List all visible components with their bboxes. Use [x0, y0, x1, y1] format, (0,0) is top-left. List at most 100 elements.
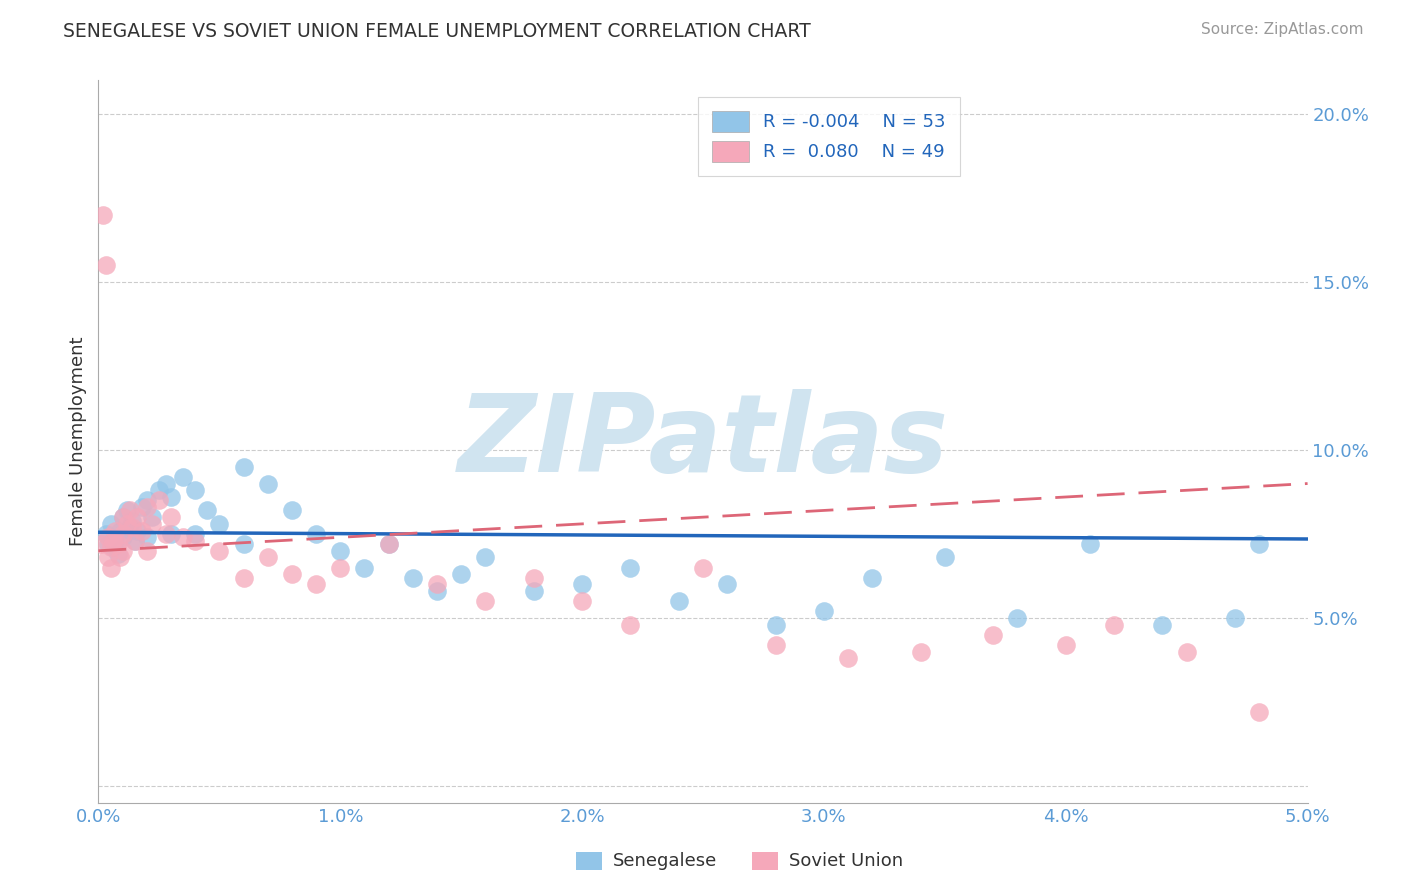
- Point: [160, 510, 183, 524]
- Point: [523, 571, 546, 585]
- Point: [135, 493, 157, 508]
- Point: [172, 530, 194, 544]
- Point: [377, 537, 399, 551]
- Point: [402, 571, 425, 585]
- Point: [97, 550, 120, 565]
- Point: [910, 644, 932, 658]
- Point: [124, 533, 146, 548]
- Point: [107, 537, 129, 551]
- Point: [765, 638, 787, 652]
- Point: [1078, 537, 1101, 551]
- Point: [232, 537, 254, 551]
- Point: [450, 567, 472, 582]
- Point: [1175, 644, 1198, 658]
- Point: [108, 524, 131, 538]
- Point: [97, 530, 120, 544]
- Point: [124, 533, 146, 548]
- Point: [619, 560, 641, 574]
- Point: [619, 617, 641, 632]
- Point: [172, 470, 194, 484]
- Text: Source: ZipAtlas.com: Source: ZipAtlas.com: [1201, 22, 1364, 37]
- Point: [813, 604, 835, 618]
- Point: [765, 617, 787, 632]
- Point: [127, 510, 149, 524]
- Point: [111, 510, 134, 524]
- Point: [571, 577, 593, 591]
- Point: [232, 571, 254, 585]
- Point: [184, 527, 207, 541]
- Point: [208, 543, 231, 558]
- Point: [329, 560, 352, 574]
- Point: [1054, 638, 1077, 652]
- Point: [1249, 537, 1271, 551]
- Point: [91, 208, 114, 222]
- Point: [1249, 705, 1271, 719]
- Point: [353, 560, 375, 574]
- Point: [121, 520, 143, 534]
- Point: [111, 530, 134, 544]
- Y-axis label: Female Unemployment: Female Unemployment: [69, 337, 87, 546]
- Point: [141, 516, 163, 531]
- Point: [111, 510, 134, 524]
- Point: [117, 516, 139, 531]
- Point: [232, 459, 254, 474]
- Point: [135, 543, 157, 558]
- Point: [329, 543, 352, 558]
- Point: [117, 503, 139, 517]
- Point: [860, 571, 883, 585]
- Point: [256, 476, 278, 491]
- Point: [668, 594, 690, 608]
- Point: [474, 550, 496, 565]
- Text: SENEGALESE VS SOVIET UNION FEMALE UNEMPLOYMENT CORRELATION CHART: SENEGALESE VS SOVIET UNION FEMALE UNEMPL…: [63, 22, 811, 41]
- Point: [100, 516, 122, 531]
- Point: [148, 483, 170, 498]
- Point: [523, 584, 546, 599]
- Point: [160, 527, 183, 541]
- Point: [1152, 617, 1174, 632]
- Point: [111, 543, 134, 558]
- Point: [837, 651, 859, 665]
- Point: [108, 550, 131, 565]
- Point: [94, 527, 117, 541]
- Point: [1102, 617, 1125, 632]
- Point: [155, 476, 177, 491]
- Point: [101, 533, 124, 548]
- Point: [571, 594, 593, 608]
- Point: [100, 560, 122, 574]
- Point: [135, 500, 157, 514]
- Text: Soviet Union: Soviet Union: [789, 852, 903, 870]
- Point: [1007, 611, 1029, 625]
- Point: [305, 527, 328, 541]
- Point: [160, 490, 183, 504]
- Text: Senegalese: Senegalese: [613, 852, 717, 870]
- Point: [131, 524, 153, 538]
- Point: [934, 550, 956, 565]
- Point: [377, 537, 399, 551]
- Legend: R = -0.004    N = 53, R =  0.080    N = 49: R = -0.004 N = 53, R = 0.080 N = 49: [697, 96, 960, 176]
- Point: [426, 584, 449, 599]
- Point: [426, 577, 449, 591]
- Point: [148, 493, 170, 508]
- Point: [107, 547, 129, 561]
- Point: [90, 537, 112, 551]
- Point: [101, 541, 124, 555]
- Point: [97, 537, 120, 551]
- Point: [305, 577, 328, 591]
- Point: [981, 628, 1004, 642]
- Point: [474, 594, 496, 608]
- Point: [135, 530, 157, 544]
- Point: [155, 527, 177, 541]
- Point: [118, 503, 141, 517]
- Point: [256, 550, 278, 565]
- Point: [100, 541, 122, 555]
- Point: [104, 533, 127, 548]
- Text: ZIPatlas: ZIPatlas: [457, 389, 949, 494]
- Point: [716, 577, 738, 591]
- Point: [281, 567, 304, 582]
- Point: [692, 560, 714, 574]
- Point: [281, 503, 304, 517]
- Point: [111, 527, 134, 541]
- Point: [127, 524, 149, 538]
- Point: [131, 500, 153, 514]
- Point: [104, 524, 127, 538]
